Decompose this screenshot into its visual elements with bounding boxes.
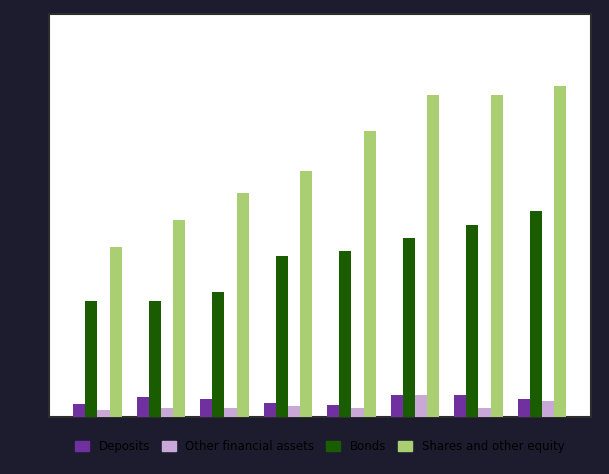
Bar: [466, 225, 479, 417]
Bar: [110, 247, 122, 417]
Bar: [351, 408, 364, 417]
Bar: [161, 408, 173, 417]
Bar: [85, 301, 97, 417]
Bar: [236, 193, 248, 417]
Bar: [339, 252, 351, 417]
Bar: [73, 404, 85, 417]
Bar: [328, 405, 339, 417]
Bar: [213, 292, 225, 417]
Bar: [364, 131, 376, 417]
Bar: [276, 256, 288, 417]
Bar: [518, 399, 530, 417]
Bar: [97, 410, 110, 417]
Bar: [300, 171, 312, 417]
Bar: [454, 395, 466, 417]
Bar: [403, 238, 415, 417]
Bar: [288, 406, 300, 417]
Bar: [554, 86, 566, 417]
Bar: [225, 408, 236, 417]
Bar: [264, 403, 276, 417]
Legend: Deposits, Other financial assets, Bonds, Shares and other equity: Deposits, Other financial assets, Bonds,…: [70, 435, 569, 457]
Bar: [530, 211, 542, 417]
Bar: [173, 220, 185, 417]
Bar: [149, 301, 161, 417]
Bar: [391, 395, 403, 417]
Bar: [200, 399, 213, 417]
Bar: [137, 397, 149, 417]
Bar: [542, 401, 554, 417]
Bar: [427, 95, 439, 417]
Bar: [415, 395, 427, 417]
Bar: [490, 95, 502, 417]
Bar: [479, 408, 490, 417]
